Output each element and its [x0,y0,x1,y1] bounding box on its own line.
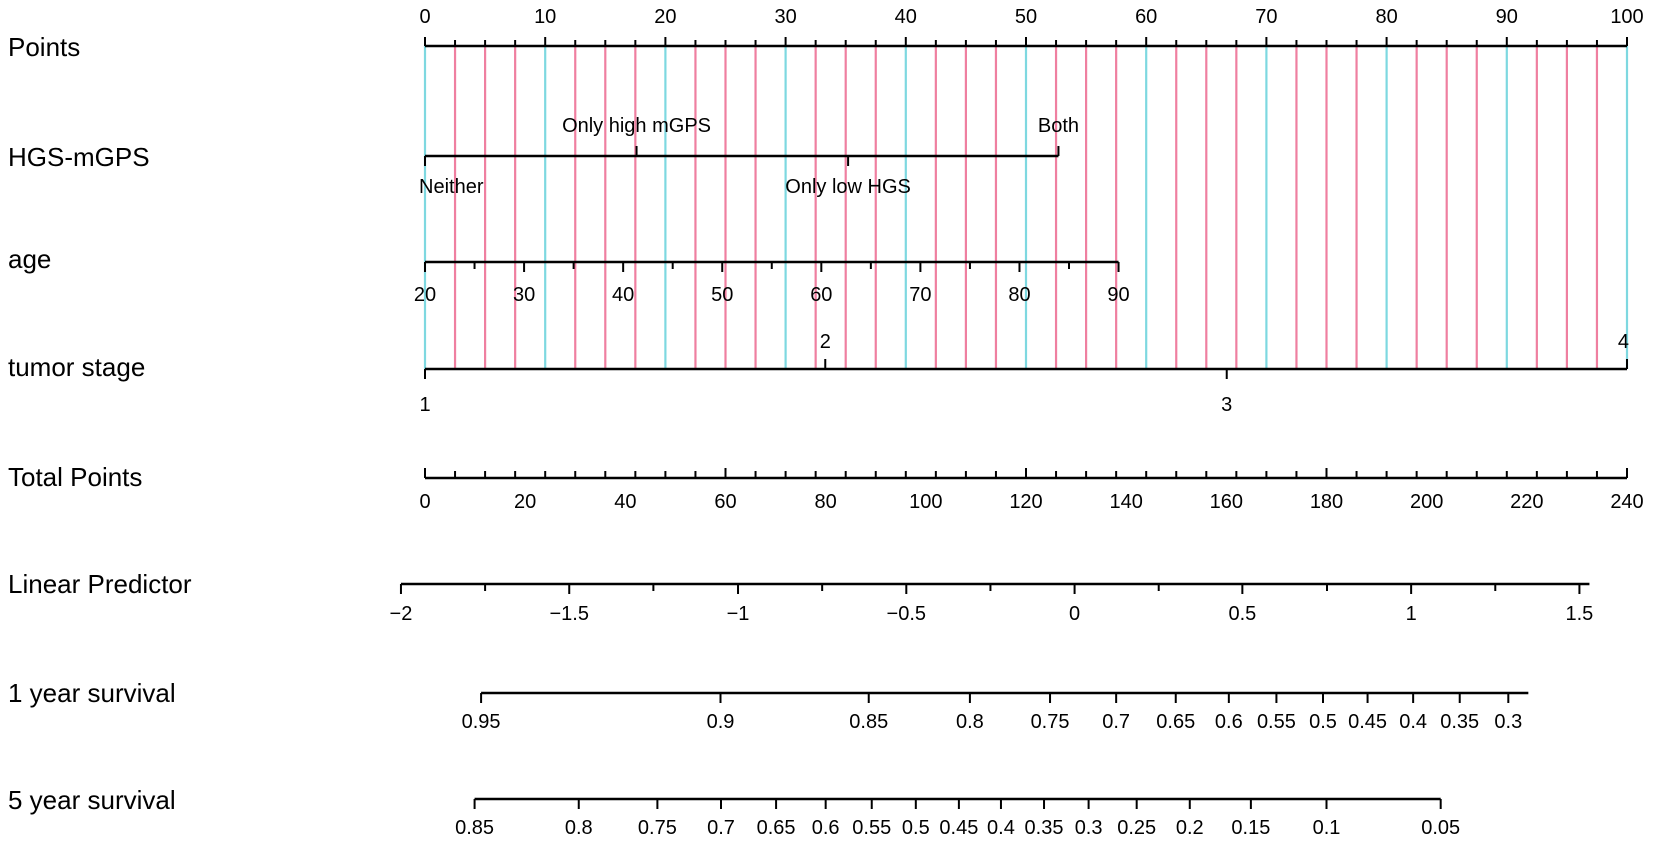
points-tick-label: 40 [895,6,917,28]
5-year-survival-tick-label: 0.3 [1075,817,1103,839]
1-year-survival-tick-label: 0.95 [462,711,501,733]
row-label-total-points: Total Points [8,462,142,492]
total-points-tick-label: 0 [419,491,430,513]
age-tick-label: 20 [414,284,436,306]
points-tick-label: 70 [1255,6,1277,28]
linear-predictor-tick-label: −2 [390,603,413,625]
5-year-survival-tick-label: 0.45 [939,817,978,839]
row-label-linear-predictor: Linear Predictor [8,569,192,599]
5-year-survival-tick-label: 0.65 [757,817,796,839]
linear-predictor-tick-label: 1 [1406,603,1417,625]
total-points-tick-label: 80 [815,491,837,513]
tumor-stage-level-label: 2 [820,331,831,353]
hgs-mgps-level-label: Both [1038,115,1079,137]
total-points-tick-label: 140 [1109,491,1142,513]
points-tick-label: 100 [1610,6,1643,28]
total-points-tick-label: 100 [909,491,942,513]
1-year-survival-tick-label: 0.9 [707,711,735,733]
1-year-survival-tick-label: 0.8 [956,711,984,733]
1-year-survival-tick-label: 0.55 [1257,711,1296,733]
total-points-tick-label: 120 [1009,491,1042,513]
points-tick-label: 60 [1135,6,1157,28]
1-year-survival-tick-label: 0.4 [1399,711,1427,733]
points-tick-label: 30 [774,6,796,28]
5-year-survival-tick-label: 0.2 [1176,817,1204,839]
hgs-mgps-level-label: Only high mGPS [562,115,711,137]
5-year-survival-tick-label: 0.35 [1025,817,1064,839]
age-tick-label: 60 [810,284,832,306]
5-year-survival-tick-label: 0.5 [902,817,930,839]
1-year-survival-tick-label: 0.75 [1031,711,1070,733]
total-points-tick-label: 40 [614,491,636,513]
5-year-survival-tick-label: 0.15 [1231,817,1270,839]
points-tick-label: 10 [534,6,556,28]
points-tick-label: 80 [1375,6,1397,28]
age-tick-label: 30 [513,284,535,306]
total-points-tick-label: 20 [514,491,536,513]
total-points-tick-label: 160 [1210,491,1243,513]
age-tick-label: 50 [711,284,733,306]
grid-lines [423,46,1629,369]
linear-predictor-tick-label: 0.5 [1228,603,1256,625]
linear-predictor-tick-label: −1.5 [549,603,588,625]
tumor-stage-level-label: 1 [419,394,430,416]
tumor-stage-level-label: 4 [1618,331,1629,353]
1-year-survival-tick-label: 0.5 [1309,711,1337,733]
total-points-tick-label: 220 [1510,491,1543,513]
total-points-tick-label: 240 [1610,491,1643,513]
5-year-survival-tick-label: 0.4 [987,817,1015,839]
age-tick-label: 70 [909,284,931,306]
row-label-hgs-mgps: HGS-mGPS [8,142,150,172]
points-tick-label: 0 [419,6,430,28]
5-year-survival-tick-label: 0.55 [852,817,891,839]
5-year-survival-tick-label: 0.1 [1313,817,1341,839]
hgs-mgps-level-label: Neither [419,176,484,198]
row-label-5-year-survival: 5 year survival [8,785,176,815]
points-tick-label: 50 [1015,6,1037,28]
linear-predictor-tick-label: 1.5 [1566,603,1594,625]
5-year-survival-tick-label: 0.7 [707,817,735,839]
1-year-survival-tick-label: 0.6 [1215,711,1243,733]
total-points-tick-label: 60 [714,491,736,513]
1-year-survival-tick-label: 0.35 [1440,711,1479,733]
row-label-tumor-stage: tumor stage [8,352,145,382]
row-label-age: age [8,244,51,274]
points-tick-label: 90 [1496,6,1518,28]
linear-predictor-tick-label: 0 [1069,603,1080,625]
1-year-survival-tick-label: 0.7 [1102,711,1130,733]
5-year-survival-tick-label: 0.85 [455,817,494,839]
total-points-tick-label: 180 [1310,491,1343,513]
tumor-stage-level-label: 3 [1221,394,1232,416]
5-year-survival-tick-label: 0.75 [638,817,677,839]
age-tick-label: 40 [612,284,634,306]
linear-predictor-tick-label: −1 [727,603,750,625]
1-year-survival-tick-label: 0.3 [1494,711,1522,733]
age-tick-label: 80 [1008,284,1030,306]
5-year-survival-tick-label: 0.8 [565,817,593,839]
5-year-survival-tick-label: 0.05 [1421,817,1460,839]
points-tick-label: 20 [654,6,676,28]
1-year-survival-tick-label: 0.65 [1156,711,1195,733]
hgs-mgps-level-label: Only low HGS [785,176,911,198]
axes [399,37,1628,809]
5-year-survival-tick-label: 0.25 [1117,817,1156,839]
row-label-1-year-survival: 1 year survival [8,678,176,708]
1-year-survival-tick-label: 0.85 [849,711,888,733]
age-tick-label: 90 [1107,284,1129,306]
5-year-survival-tick-label: 0.6 [812,817,840,839]
1-year-survival-tick-label: 0.45 [1348,711,1387,733]
total-points-tick-label: 200 [1410,491,1443,513]
linear-predictor-tick-label: −0.5 [887,603,926,625]
row-label-points: Points [8,32,80,62]
